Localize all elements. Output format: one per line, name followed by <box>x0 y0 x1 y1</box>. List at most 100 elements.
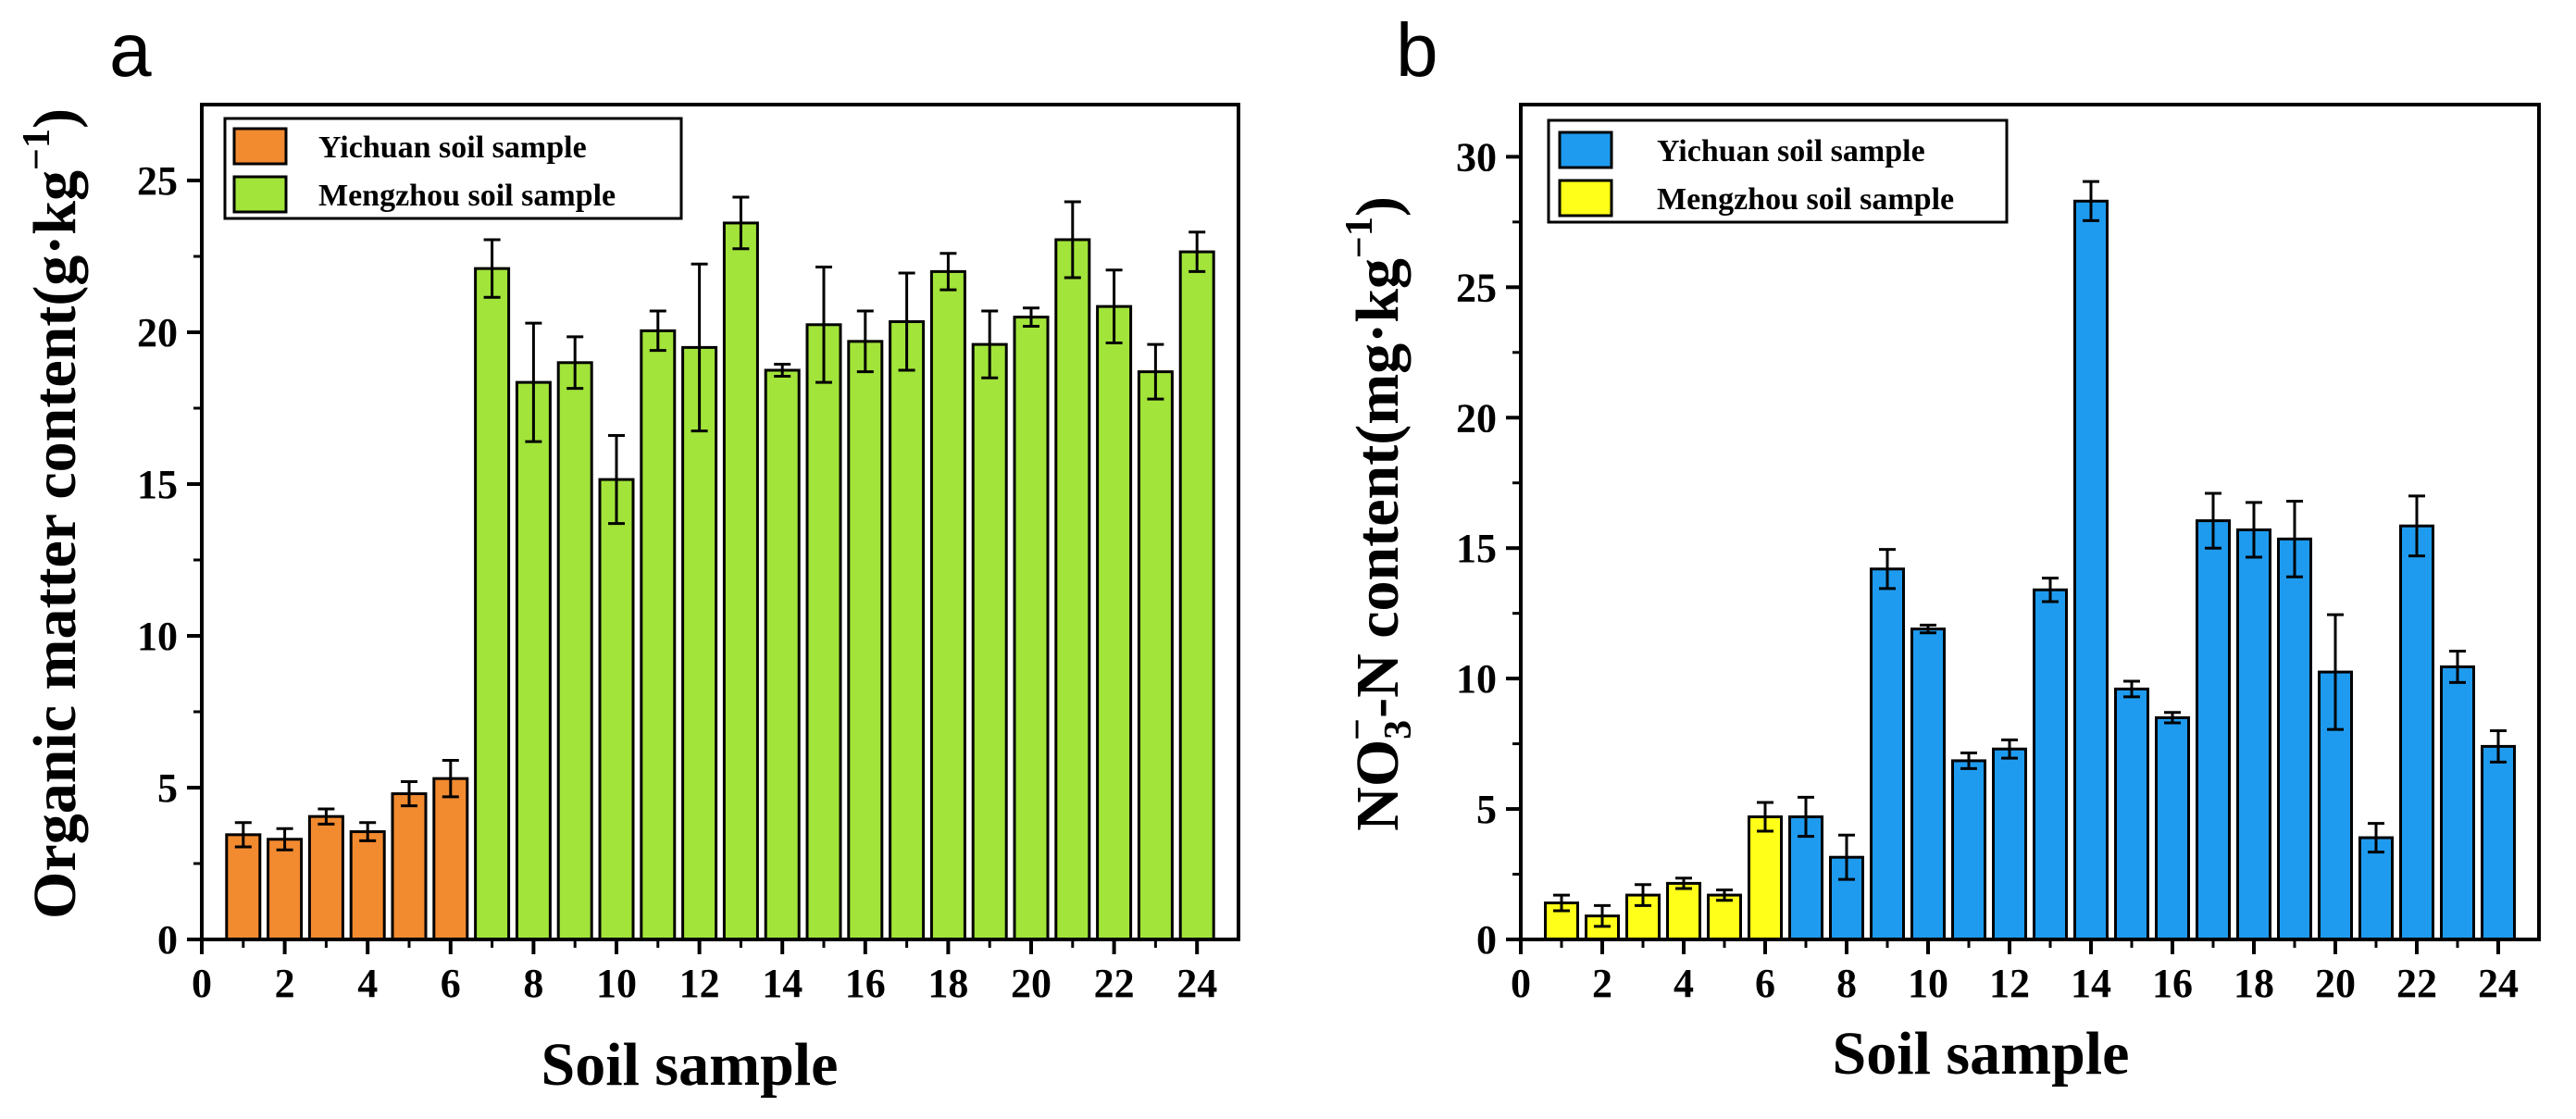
panel-a-errorbar-sample-10 <box>608 434 625 526</box>
panel-a-ytick-label-5: 5 <box>157 765 178 811</box>
panel-a-y-axis-title: Organic matter content(g·kg−1) <box>16 108 89 919</box>
panel-a-errorbar-sample-4 <box>359 821 377 842</box>
panel-a-legend-label-0: Yichuan soil sample <box>318 131 587 165</box>
panel-b-ytick-label-0: 0 <box>1476 917 1497 963</box>
panel-b-errorbar-sample-13 <box>2042 577 2059 603</box>
panel-a-bar-sample-14 <box>764 368 801 941</box>
panel-a-xtick-label-4: 4 <box>357 961 378 1006</box>
panel-b-bar-sample-6 <box>1748 815 1783 941</box>
panel-b-errorbar-sample-3 <box>1635 883 1651 907</box>
panel-a-ytick-label-10: 10 <box>137 614 178 659</box>
panel-b-errorbar-sample-21 <box>2368 822 2384 854</box>
panel-b-xtick-label-24: 24 <box>2478 961 2519 1006</box>
panel-a-bar-sample-18 <box>929 269 966 941</box>
panel-a-bar-sample-20 <box>1013 316 1050 941</box>
panel-b-legend-label-0: Yichuan soil sample <box>1657 134 1925 168</box>
panel-b-bars <box>1544 199 2516 941</box>
panel-a-bar-sample-16 <box>847 340 884 941</box>
panel-a-xtick-label-20: 20 <box>1011 961 1052 1006</box>
panel-b-bar-sample-10 <box>1910 628 1946 941</box>
panel-b-errorbar-sample-20 <box>2327 613 2344 731</box>
panel-a-bar-sample-3 <box>307 814 344 941</box>
panel-b-bar-sample-14 <box>2073 199 2109 941</box>
panel-a-ytick-label-15: 15 <box>137 462 178 507</box>
panel-a-bar-sample-6 <box>432 777 469 941</box>
panel-b-bar-sample-23 <box>2440 665 2475 941</box>
panel-b-xtick-label-2: 2 <box>1592 961 1612 1006</box>
panel-a-errorbar-sample-18 <box>940 252 957 292</box>
panel-a-xtick-label-14: 14 <box>762 961 803 1006</box>
panel-b-bar-sample-12 <box>1992 747 2027 941</box>
panel-b-errorbar-sample-22 <box>2408 494 2425 558</box>
panel-a-errorbar-sample-8 <box>525 321 542 443</box>
panel-b-y-axis-title-ion: − <box>1337 718 1379 740</box>
panel-a-ytick-label-25: 25 <box>137 158 178 204</box>
panel-b-bar-sample-21 <box>2358 836 2394 941</box>
panel-b-y-axis-title-no: NO <box>1344 740 1412 831</box>
panel-b-errorbar-sample-19 <box>2286 499 2303 578</box>
panel-b-errorbar-sample-10 <box>1920 623 1936 635</box>
panel-b-bar-sample-4 <box>1666 881 1701 941</box>
panel-b-xtick-label-20: 20 <box>2315 961 2356 1006</box>
panel-b-xtick-label-8: 8 <box>1836 961 1857 1006</box>
panel-b-ytick-label-10: 10 <box>1456 656 1497 702</box>
panel-b-bar-sample-18 <box>2236 528 2271 941</box>
panel-b-bar-sample-19 <box>2277 537 2312 941</box>
panel-b-legend: Yichuan soil sample Mengzhou soil sample <box>1547 118 2009 224</box>
panel-b-errorbar-sample-23 <box>2449 650 2466 684</box>
panel-b-errorbar-sample-1 <box>1553 893 1570 913</box>
panel-b-y-axis-title-sub: 3 <box>1377 720 1420 740</box>
panel-a-bar-sample-2 <box>267 838 304 941</box>
panel-b-ytick-label-25: 25 <box>1456 265 1497 310</box>
panel-b-xtick-label-10: 10 <box>1908 961 1948 1006</box>
panel-a-bar-sample-19 <box>971 342 1008 941</box>
panel-b-bar-sample-15 <box>2114 687 2149 941</box>
panel-a-bar-sample-8 <box>515 380 552 941</box>
panel-a-bar-sample-11 <box>640 329 677 941</box>
panel-a-errorbar-sample-11 <box>649 309 666 353</box>
panel-a-errorbar-sample-24 <box>1188 230 1206 273</box>
panel-b-y-axis-title-sup: −1 <box>1338 217 1381 258</box>
panel-a-xtick-label-16: 16 <box>845 961 886 1006</box>
panel-b-errorbar-sample-7 <box>1798 795 1814 839</box>
panel-a-yticks: 0 5 10 15 20 25 <box>137 158 202 963</box>
panel-b-xtick-label-14: 14 <box>2071 961 2111 1006</box>
panel-b-errorbar-sample-18 <box>2246 501 2262 559</box>
panel-a-bar-sample-10 <box>598 478 635 941</box>
panel-a-errorbar-sample-5 <box>401 779 417 808</box>
panel-b-xticks: 0 2 4 6 8 10 12 14 16 18 20 22 24 <box>1511 939 2519 1006</box>
panel-a-errorbar-sample-16 <box>856 309 874 374</box>
panel-a-bars <box>225 221 1215 941</box>
panel-a-xtick-label-18: 18 <box>927 961 968 1006</box>
panel-a-legend-swatch-1 <box>232 175 288 214</box>
panel-b-errorbar-sample-17 <box>2205 491 2221 550</box>
panel-b-legend-box <box>1547 118 2009 224</box>
panel-b-ytick-label-5: 5 <box>1476 787 1497 832</box>
panel-b-bar-sample-5 <box>1707 893 1742 941</box>
panel-a-errorbar-sample-7 <box>483 238 501 299</box>
panel-a-bar-sample-17 <box>889 320 926 941</box>
panel-b-axes-frame <box>1519 103 2541 941</box>
panel-a-bar-sample-23 <box>1137 370 1174 941</box>
panel-a-bar-sample-24 <box>1178 250 1215 941</box>
panel-b-xtick-label-4: 4 <box>1674 961 1694 1006</box>
panel-a-xtick-label-6: 6 <box>441 961 461 1006</box>
panel-a-bar-sample-5 <box>391 792 428 941</box>
panel-b-errorbar-sample-6 <box>1757 801 1773 833</box>
panel-b-ytick-label-30: 30 <box>1456 134 1497 180</box>
panel-a-bar-sample-21 <box>1054 238 1091 941</box>
panel-b-errorbar-sample-12 <box>2001 738 2018 760</box>
panel-a-legend-swatch-0 <box>232 127 288 166</box>
panel-a-y-axis-title-close: ) <box>21 108 89 129</box>
panel-b-xtick-label-18: 18 <box>2234 961 2274 1006</box>
panel-b-errorbar-sample-11 <box>1960 751 1977 770</box>
panel-b-ytick-label-20: 20 <box>1456 395 1497 441</box>
panel-b-legend-swatch-1 <box>1558 179 1613 218</box>
panel-a-errorbar-sample-13 <box>732 195 750 251</box>
panel-a-xtick-label-0: 0 <box>192 961 212 1006</box>
panel-b-errorbar-sample-15 <box>2123 679 2140 699</box>
panel-a-x-axis-title: Soil sample <box>541 1031 839 1099</box>
panel-a-axes-frame <box>200 103 1240 941</box>
